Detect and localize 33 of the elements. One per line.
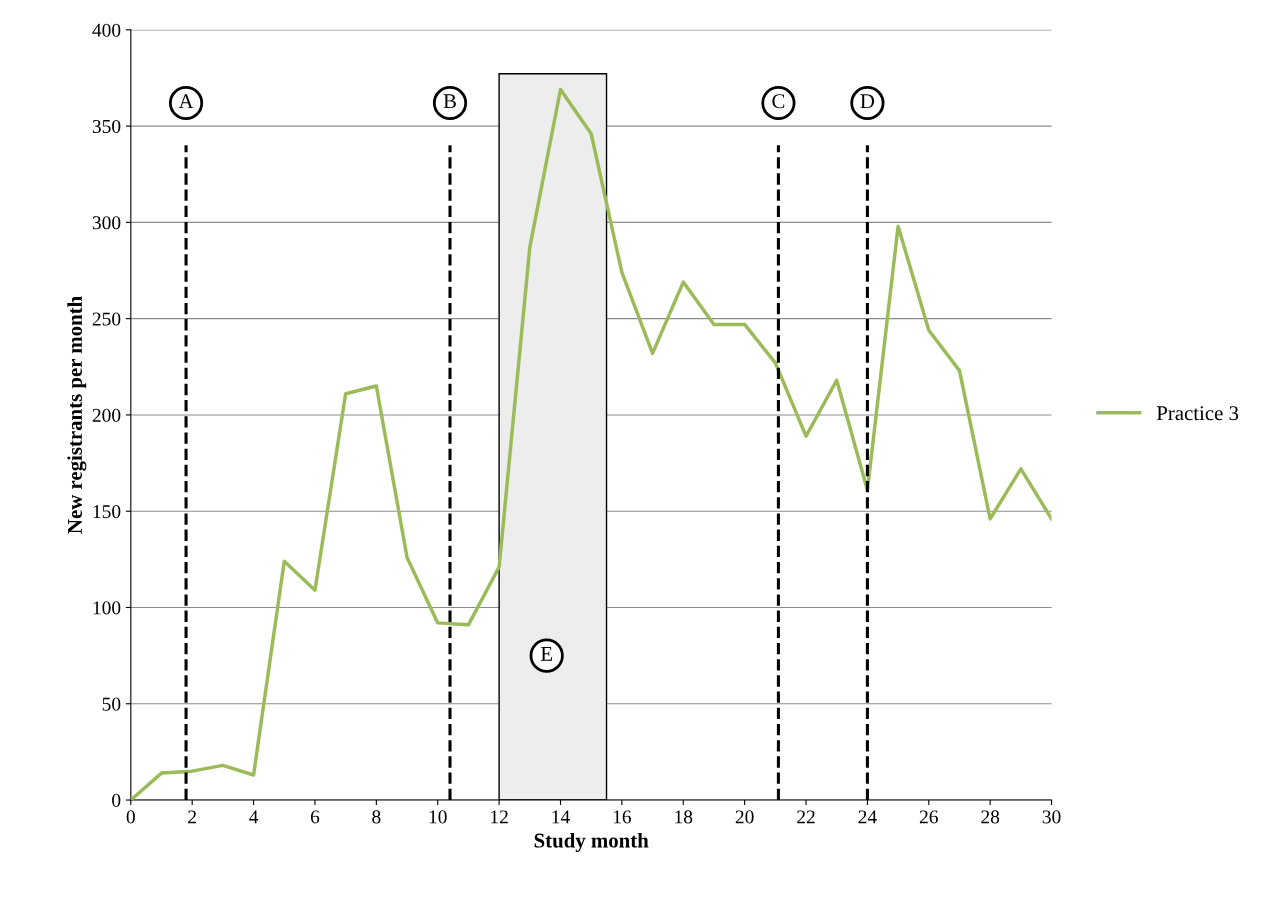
x-tick-label: 6 (310, 810, 320, 824)
x-tick-label: 24 (858, 810, 877, 824)
x-tick-label: 4 (249, 810, 259, 824)
band-label: E (540, 646, 553, 661)
y-tick-label: 150 (93, 505, 121, 519)
ref-line-label: A (178, 94, 194, 109)
ref-line-label: D (860, 94, 875, 109)
y-tick-label: 250 (92, 312, 121, 326)
x-tick-label: 18 (675, 810, 693, 824)
x-tick-label: 12 (491, 810, 508, 824)
x-tick-label: 8 (372, 810, 381, 824)
y-tick-label: 400 (92, 23, 121, 37)
x-tick-label: 2 (188, 810, 196, 824)
y-tick-label: 200 (92, 408, 121, 422)
x-tick-label: 28 (981, 810, 1000, 824)
ref-line-label: C (772, 94, 785, 109)
x-tick-label: 22 (797, 810, 815, 824)
y-tick-label: 300 (92, 216, 121, 230)
legend-label: Practice 3 (1156, 406, 1239, 421)
y-axis-title: New registrants per month (67, 296, 87, 534)
x-tick-label: 0 (126, 810, 135, 824)
x-tick-label: 20 (735, 810, 754, 824)
y-tick-label: 100 (93, 601, 121, 615)
x-tick-label: 30 (1042, 810, 1061, 824)
y-tick-label: 350 (92, 119, 121, 134)
x-tick-label: 10 (429, 810, 447, 824)
y-tick-label: 0 (112, 793, 121, 807)
x-tick-label: 14 (552, 810, 570, 824)
ref-line-label: B (443, 94, 456, 109)
y-tick-label: 50 (102, 697, 121, 711)
x-tick-label: 26 (919, 810, 938, 824)
x-tick-label: 16 (613, 810, 632, 824)
x-axis-title: Study month (534, 832, 649, 852)
